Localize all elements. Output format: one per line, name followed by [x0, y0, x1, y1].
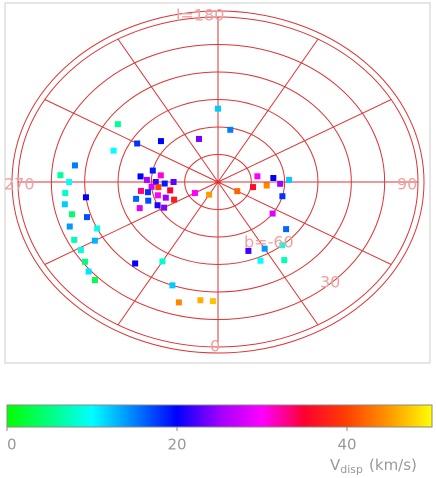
point: [261, 245, 268, 252]
point: [136, 205, 143, 212]
colorbar-label: Vdisp (km/s): [330, 456, 417, 477]
grid-spoke: [44, 99, 219, 183]
point: [263, 182, 270, 189]
label-bottom: 0: [210, 337, 220, 356]
point: [154, 202, 161, 209]
point: [110, 147, 117, 154]
label-sub: disp: [340, 463, 363, 476]
point: [234, 188, 241, 195]
point: [159, 258, 166, 265]
point: [145, 197, 152, 204]
point: [197, 297, 204, 304]
point: [270, 175, 277, 182]
point: [154, 192, 161, 199]
point: [137, 187, 144, 194]
point: [169, 282, 176, 289]
point: [57, 172, 64, 179]
label-top: l=180: [176, 6, 224, 25]
point: [134, 140, 141, 147]
point: [132, 260, 139, 267]
point: [155, 184, 162, 191]
point: [170, 179, 177, 185]
point: [250, 184, 257, 191]
point: [77, 246, 84, 253]
point: [91, 277, 98, 284]
point: [191, 190, 198, 196]
point: [269, 210, 276, 217]
point: [133, 195, 140, 202]
point: [245, 247, 252, 254]
point: [209, 298, 216, 305]
point: [71, 236, 78, 243]
point: [162, 194, 169, 201]
grid-spoke: [217, 99, 392, 183]
point: [66, 223, 73, 230]
point: [279, 242, 286, 249]
point: [279, 193, 286, 200]
point: [277, 180, 284, 187]
label-ring: 30: [320, 273, 340, 292]
point: [195, 135, 202, 142]
point: [171, 196, 178, 203]
plot-frame: [4, 2, 431, 364]
grid-spoke: [44, 181, 219, 265]
point: [71, 162, 78, 169]
point: [137, 173, 144, 180]
point: [281, 257, 288, 264]
point: [167, 187, 174, 194]
point: [61, 201, 68, 208]
grid-spoke: [217, 181, 392, 265]
label-ring: b=-60: [244, 233, 294, 252]
grid: [11, 10, 425, 354]
point: [82, 194, 89, 201]
point: [152, 179, 159, 185]
point: [66, 179, 73, 185]
label-right: 90: [397, 175, 417, 194]
label-main: V: [330, 456, 341, 474]
point: [257, 257, 264, 264]
colorbar: [6, 404, 433, 428]
point: [69, 211, 76, 218]
colorbar-ticks: 0 20 40: [6, 427, 357, 454]
point: [283, 226, 290, 233]
point: [161, 204, 168, 211]
label-left: 270: [4, 175, 35, 194]
point: [215, 105, 221, 112]
point: [143, 176, 150, 183]
label-suffix: (km/s): [369, 456, 417, 474]
outer-border: [11, 10, 425, 354]
point: [254, 173, 261, 180]
point: [114, 121, 121, 128]
point: [85, 268, 92, 275]
grid-spoke: [217, 38, 319, 183]
point: [81, 258, 88, 265]
point: [144, 189, 151, 196]
grid-spoke: [217, 181, 319, 326]
colorbar-tick-label: 20: [167, 436, 186, 454]
point: [91, 237, 98, 244]
points: [57, 105, 293, 306]
point: [227, 126, 234, 133]
point: [157, 172, 164, 179]
point: [157, 138, 164, 145]
grid-spoke: [117, 38, 219, 183]
point: [62, 190, 69, 197]
colorbar-tick-label: 0: [7, 436, 17, 454]
point: [286, 176, 293, 183]
point: [206, 191, 213, 198]
point: [83, 214, 90, 221]
colorbar-tick-label: 40: [337, 436, 356, 454]
point: [149, 167, 156, 174]
point: [161, 180, 168, 187]
point: [175, 299, 182, 306]
point: [148, 183, 155, 190]
grid-spoke: [117, 181, 219, 326]
point: [94, 225, 101, 232]
